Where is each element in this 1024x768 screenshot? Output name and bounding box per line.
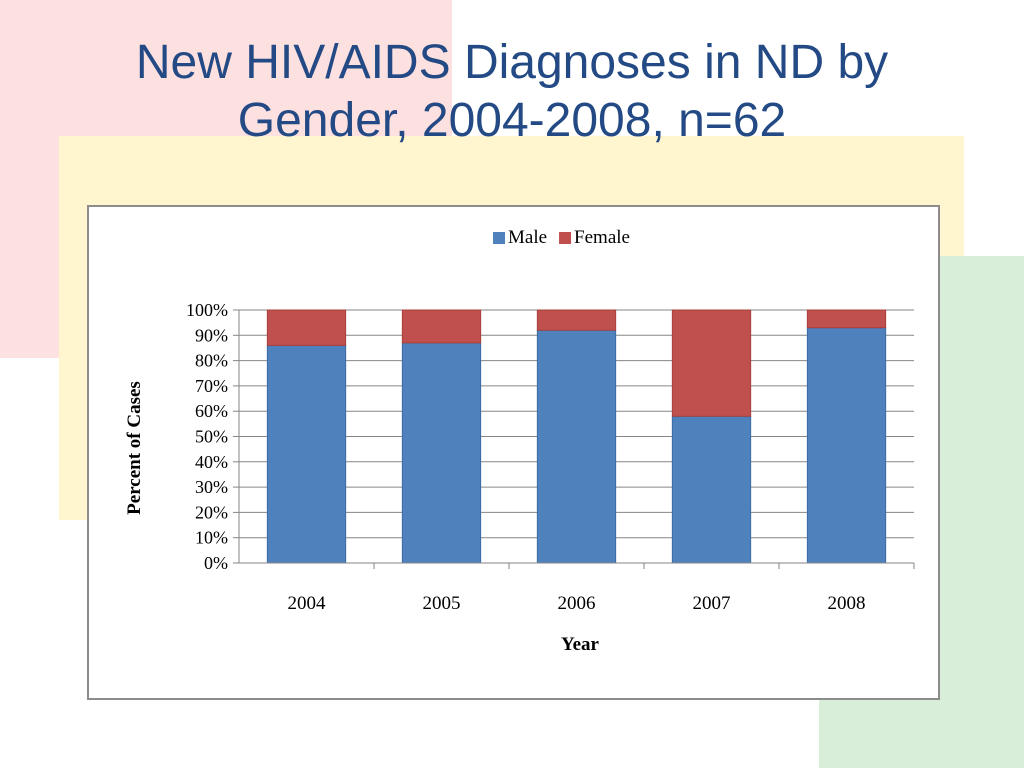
chart-frame: Male Female 0% 10% 20% 30% 40% 50% 60% 70% 80% 90%…	[87, 205, 940, 700]
y-axis-label: Percent of Cases	[124, 381, 145, 515]
x-tick-label: 2008	[828, 593, 866, 614]
y-tick-label: 70%	[195, 376, 228, 396]
bar-male-2006	[536, 329, 617, 564]
slide-title: New HIV/AIDS Diagnoses in ND by Gender, …	[40, 34, 984, 150]
bar-female-2006	[536, 309, 617, 331]
slide-title-line-2: Gender, 2004-2008, n=62	[237, 94, 787, 147]
stacked-bar-chart: Male Female 0% 10% 20% 30% 40% 50% 60% 70% 80% 90%…	[124, 227, 915, 655]
legend-label-male: Male	[508, 227, 547, 248]
bar-female-2005	[401, 309, 482, 344]
y-tick-label: 50%	[195, 427, 228, 447]
chart-legend: Male Female	[493, 227, 630, 248]
x-tick-label: 2004	[288, 593, 327, 614]
bar-male-2008	[806, 327, 887, 564]
x-tick-label: 2007	[693, 593, 731, 614]
y-tick-label: 40%	[195, 452, 228, 472]
x-axis-label: Year	[561, 634, 600, 655]
x-axis-tick-labels: 2004 2005 2006 2007 2008	[288, 593, 866, 614]
bar-female-2008	[806, 309, 887, 329]
bar-female-2004	[266, 309, 347, 346]
y-tick-label: 100%	[186, 300, 228, 320]
y-tick-label: 0%	[204, 553, 228, 573]
y-axis-tick-labels: 0% 10% 20% 30% 40% 50% 60% 70% 80% 90% 100%	[186, 300, 228, 573]
y-tick-label: 80%	[195, 351, 228, 371]
y-tick-label: 20%	[195, 502, 228, 522]
slide-title-line-1: New HIV/AIDS Diagnoses in ND by	[135, 36, 889, 89]
y-tick-label: 60%	[195, 401, 228, 421]
chart-axes	[233, 309, 915, 569]
legend-swatch-male	[493, 232, 505, 244]
bar-male-2007	[671, 415, 752, 564]
y-tick-label: 90%	[195, 325, 228, 345]
legend-swatch-female	[559, 232, 572, 244]
y-tick-label: 30%	[195, 477, 228, 497]
x-tick-label: 2006	[558, 593, 596, 614]
chart-bars	[266, 309, 887, 564]
bar-male-2005	[401, 342, 482, 564]
x-tick-label: 2005	[423, 593, 461, 614]
legend-label-female: Female	[574, 227, 630, 248]
y-tick-label: 10%	[195, 528, 228, 548]
bar-male-2004	[266, 344, 347, 564]
bar-female-2007	[671, 309, 752, 417]
